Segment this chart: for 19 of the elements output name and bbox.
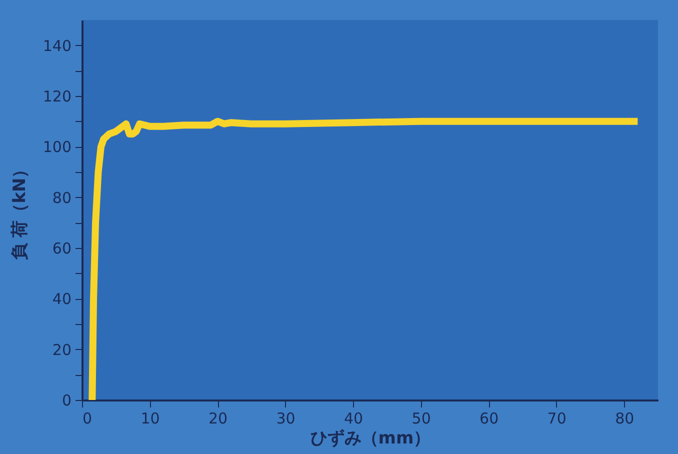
x-tick-label: 40 [344, 410, 364, 428]
y-tick-label: 60 [52, 240, 72, 258]
x-tick-label: 60 [480, 410, 499, 428]
y-tick-label: 0 [62, 392, 72, 410]
x-tick-label: 10 [140, 410, 160, 428]
y-tick-label: 20 [52, 340, 72, 359]
y-tick-label: 100 [42, 138, 72, 156]
x-tick-label: 70 [547, 410, 566, 428]
y-tick-label: 80 [52, 188, 72, 207]
x-tick-label: 50 [412, 410, 431, 428]
y-tick-label: 140 [42, 36, 72, 55]
x-tick-label: 80 [615, 410, 634, 428]
y-tick-label: 120 [42, 88, 72, 106]
y-axis-title: 負 荷（kN） [10, 160, 30, 260]
x-axis-title: ひずみ（mm） [310, 428, 431, 448]
x-tick-label: 30 [276, 410, 296, 428]
x-tick-label: 20 [208, 410, 228, 428]
y-tick-label: 40 [52, 290, 72, 308]
x-tick-label: 0 [82, 410, 92, 428]
